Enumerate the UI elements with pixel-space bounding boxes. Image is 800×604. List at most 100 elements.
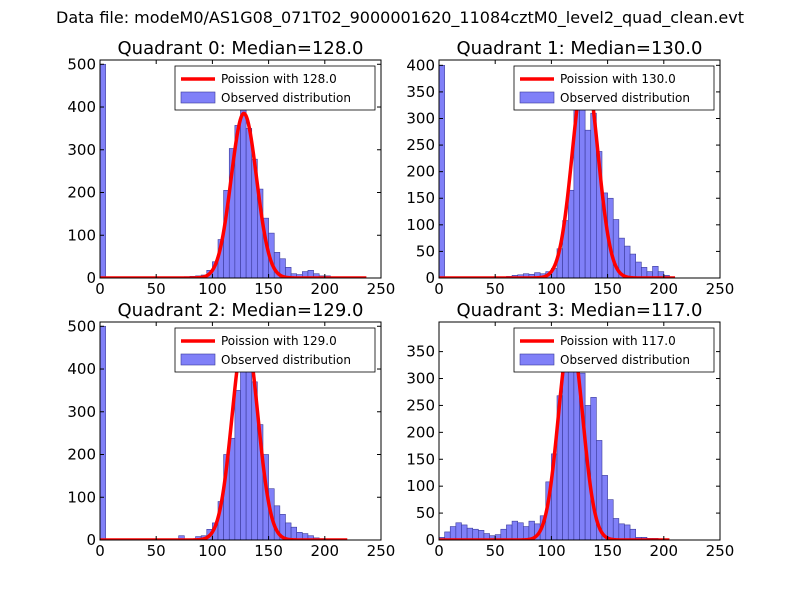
legend: Poission with 117.0 Observed distribution — [513, 327, 715, 373]
y-tick-label: 0 — [86, 531, 96, 549]
histogram-bar — [629, 253, 637, 278]
x-tick-label: 50 — [486, 542, 505, 560]
y-tick-label: 100 — [67, 488, 96, 506]
legend: Poission with 129.0 Observed distribution — [174, 327, 376, 373]
x-tick-label: 200 — [310, 542, 339, 560]
histogram-bar — [624, 524, 631, 540]
y-tick-label: 150 — [406, 189, 435, 207]
x-tick-label: 250 — [367, 542, 396, 560]
histogram-bar — [511, 520, 518, 540]
chart-title: Quadrant 3: Median=117.0 — [457, 300, 703, 321]
poisson-fit-line — [100, 111, 368, 278]
histogram-bar — [607, 499, 614, 540]
histogram-bar — [240, 104, 247, 278]
histogram-bar — [245, 128, 253, 278]
legend-observed-label: Observed distribution — [221, 353, 351, 367]
plot-frame — [99, 321, 382, 541]
y-tick-label: 350 — [406, 343, 435, 361]
chart-panel-0: 0 50 100 150 200 250 0 100 200 300 400 500 Quadrant … — [67, 38, 395, 298]
histogram-bar — [228, 437, 236, 540]
histogram-bar — [612, 518, 620, 540]
histogram-bar — [506, 524, 513, 540]
y-tick-label: 500 — [67, 55, 96, 73]
x-tick-label: 100 — [198, 280, 227, 298]
x-tick-label: 100 — [537, 542, 566, 560]
y-tick-label: 200 — [67, 184, 96, 202]
legend-bar-swatch — [180, 91, 216, 104]
legend-fit-label: Poission with 130.0 — [560, 72, 676, 86]
x-tick-label: 100 — [537, 280, 566, 298]
chart-panel-1: 0 50 100 150 200 250 0 50 100 150 200 250 300 350 400 Q… — [406, 38, 734, 298]
x-tick-label: 200 — [310, 280, 339, 298]
histogram-bar — [100, 63, 106, 278]
histogram-bar — [461, 524, 468, 540]
y-tick-label: 400 — [67, 98, 96, 116]
y-tick-label: 300 — [67, 141, 96, 159]
y-tick-label: 300 — [67, 403, 96, 421]
legend: Poission with 130.0 Observed distribution — [513, 65, 715, 111]
histogram-bar — [624, 245, 631, 278]
x-tick-label: 200 — [649, 542, 678, 560]
legend-fit-label: Poission with 128.0 — [221, 72, 337, 86]
y-tick-label: 200 — [406, 423, 435, 441]
poisson-fit-line — [100, 330, 349, 540]
x-tick-label: 250 — [706, 542, 735, 560]
y-tick-label: 100 — [406, 477, 435, 495]
y-tick-label: 0 — [425, 269, 435, 287]
fit-lines — [439, 333, 671, 540]
y-tick-label: 500 — [67, 317, 96, 335]
legend-observed-label: Observed distribution — [560, 353, 690, 367]
y-tick-label: 350 — [406, 83, 435, 101]
histogram-bar — [466, 527, 474, 540]
fit-lines — [100, 111, 368, 278]
fit-lines — [100, 330, 349, 540]
x-tick-label: 150 — [593, 280, 622, 298]
x-tick-label: 150 — [254, 280, 283, 298]
y-tick-label: 100 — [67, 226, 96, 244]
y-tick-label: 0 — [86, 269, 96, 287]
legend-bar-swatch — [519, 353, 555, 366]
chart-title: Quadrant 2: Median=129.0 — [118, 300, 364, 321]
plot-frame — [438, 59, 721, 279]
y-tick-label: 250 — [406, 396, 435, 414]
histogram-bar — [100, 325, 106, 540]
legend: Poission with 128.0 Observed distribution — [174, 65, 376, 111]
y-tick-label: 300 — [406, 109, 435, 127]
y-tick-label: 250 — [406, 136, 435, 154]
chart-title: Quadrant 0: Median=128.0 — [118, 38, 364, 59]
x-tick-label: 250 — [706, 280, 735, 298]
x-tick-label: 0 — [95, 542, 105, 560]
y-tick-label: 300 — [406, 370, 435, 388]
y-tick-label: 200 — [406, 163, 435, 181]
histogram-bar — [567, 189, 575, 278]
chart-panel-3: 0 50 100 150 200 250 0 50 100 150 200 250 300 350 Quad… — [406, 300, 734, 560]
y-tick-label: 0 — [425, 531, 435, 549]
histogram-bars — [100, 325, 326, 540]
histogram-bar — [579, 86, 586, 278]
histogram-bar — [240, 351, 247, 540]
legend-fit-label: Poission with 117.0 — [560, 334, 676, 348]
y-tick-label: 400 — [406, 56, 435, 74]
histogram-bar — [245, 366, 253, 540]
y-tick-label: 200 — [67, 446, 96, 464]
x-tick-label: 150 — [593, 542, 622, 560]
y-tick-label: 150 — [406, 450, 435, 468]
legend-fit-label: Poission with 129.0 — [221, 334, 337, 348]
y-tick-label: 400 — [67, 360, 96, 378]
histogram-bar — [234, 390, 241, 540]
x-tick-label: 50 — [147, 542, 166, 560]
x-tick-label: 0 — [434, 542, 444, 560]
poisson-fit-line — [439, 333, 671, 540]
figure-title: Data file: modeM0/AS1G08_071T02_90000016… — [56, 8, 744, 27]
x-tick-label: 150 — [254, 542, 283, 560]
x-tick-label: 50 — [486, 280, 505, 298]
histogram-bar — [652, 266, 659, 278]
histogram-bar — [517, 522, 524, 540]
y-tick-label: 50 — [416, 504, 435, 522]
histogram-bar — [449, 526, 457, 540]
y-tick-label: 50 — [416, 242, 435, 260]
histogram-bar — [455, 522, 462, 540]
histogram-bar — [584, 129, 592, 278]
